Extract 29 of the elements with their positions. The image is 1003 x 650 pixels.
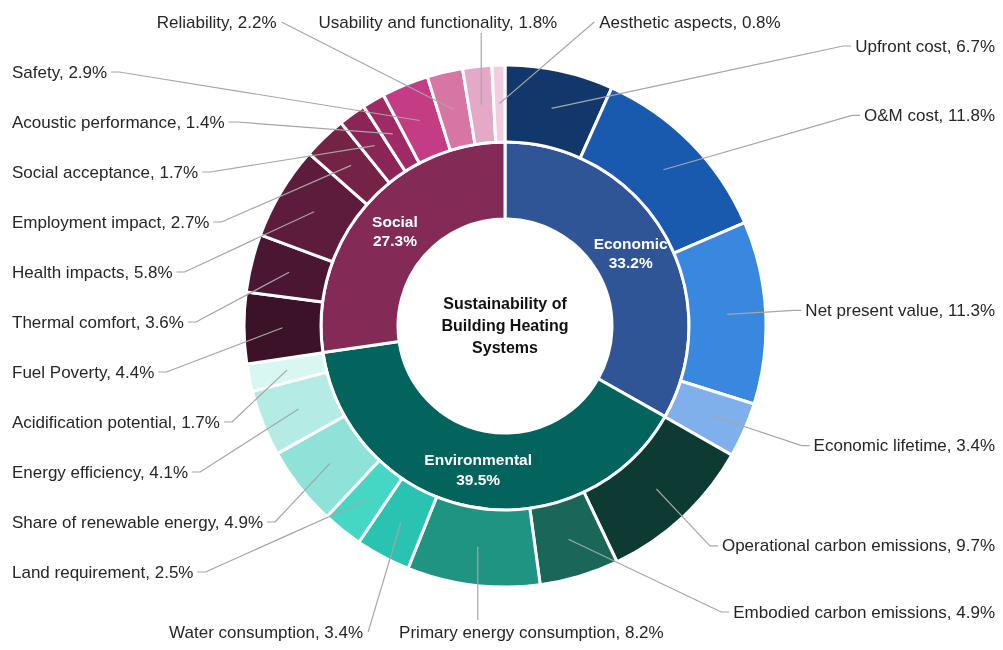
slice-label: Land requirement, 2.5%: [12, 562, 194, 582]
slice-label: Usability and functionality, 1.8%: [318, 12, 558, 32]
slice-label: Environmental: [424, 451, 533, 469]
slice-label: Thermal comfort, 3.6%: [12, 312, 184, 332]
slice-label: Health impacts, 5.8%: [12, 262, 173, 282]
slice-label: Social acceptance, 1.7%: [12, 162, 199, 182]
slice-label: Safety, 2.9%: [12, 62, 108, 82]
slice-label: Economic: [593, 234, 669, 252]
slice-label: Acidification potential, 1.7%: [12, 412, 220, 432]
slice-label: O&M cost, 11.8%: [863, 105, 995, 125]
data-label: 27.3%: [372, 232, 418, 250]
text: Sustainability of Building Heating Systems: [440, 294, 570, 358]
data-label: 33.2%: [608, 254, 653, 272]
slice-label: Upfront cost, 6.7%: [855, 36, 995, 56]
slice-label: Primary energy consumption, 8.2%: [399, 622, 664, 642]
slice-label: Share of renewable energy, 4.9%: [12, 512, 264, 532]
slice-label: Reliability, 2.2%: [156, 12, 277, 32]
slice-label: Economic lifetime, 3.4%: [813, 436, 995, 456]
slice-label: Water consumption, 3.4%: [169, 622, 364, 642]
slice-label: Net present value, 11.3%: [805, 300, 995, 320]
slice-label: Fuel Poverty, 4.4%: [12, 362, 155, 382]
slice-label: Operational carbon emissions, 9.7%: [721, 536, 995, 556]
slice-label: Social: [372, 212, 418, 230]
slice-label: Employment impact, 2.7%: [12, 212, 210, 232]
data-label: 39.5%: [456, 470, 501, 488]
slice-label: Energy efficiency, 4.1%: [12, 462, 189, 482]
slice-label: Aesthetic aspects, 0.8%: [599, 12, 781, 32]
slice-label: Embodied carbon emissions, 4.9%: [733, 602, 995, 622]
slice-label: Acoustic performance, 1.4%: [12, 112, 225, 132]
